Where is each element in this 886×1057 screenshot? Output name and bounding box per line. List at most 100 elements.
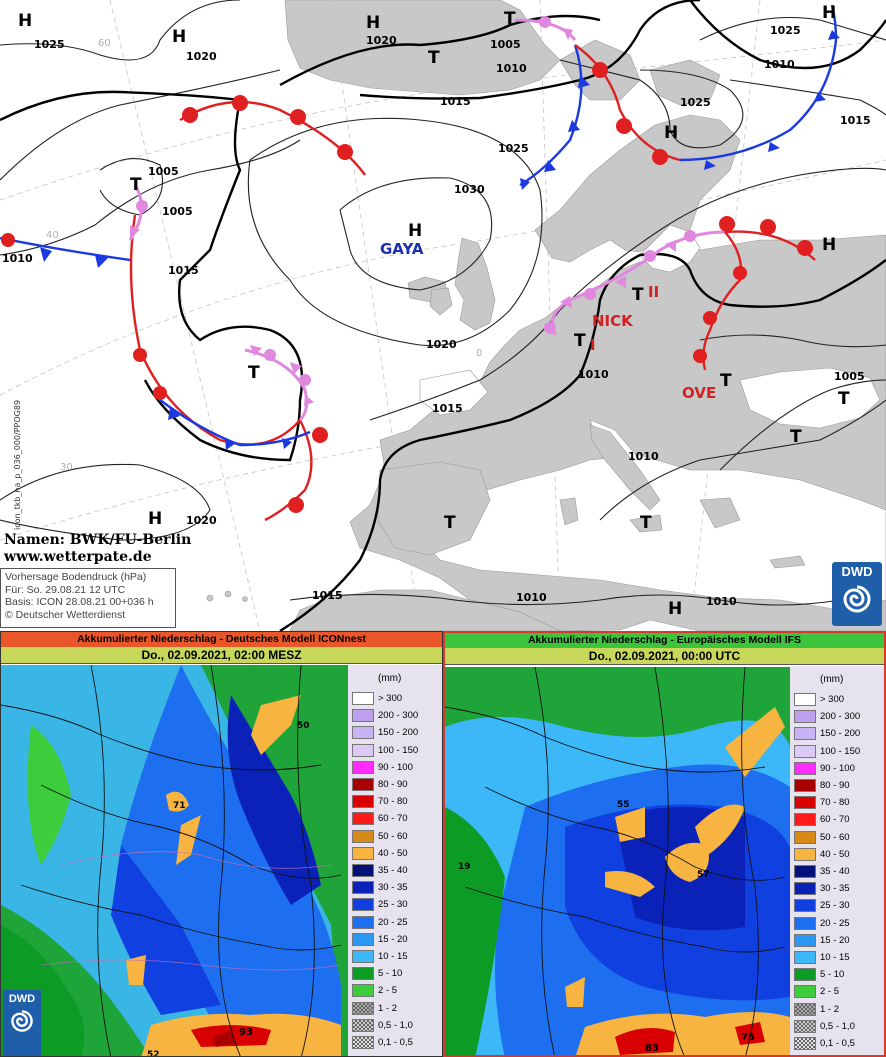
- high-pressure-marker: H: [366, 13, 380, 33]
- legend-item: 0,5 - 1,0: [794, 1019, 884, 1035]
- isobar-value-label: 1005: [162, 205, 193, 218]
- legend-item: 70 - 80: [794, 795, 884, 811]
- legend-swatch: [352, 915, 374, 929]
- legend-swatch: [352, 1036, 374, 1049]
- inland-seas: [419, 224, 886, 611]
- legend-item: 30 - 35: [794, 881, 884, 897]
- legend-label: > 300: [820, 694, 845, 705]
- legend-label: 40 - 50: [820, 848, 850, 860]
- low-pressure-marker: T: [504, 9, 516, 29]
- legend-label: 50 - 60: [378, 830, 408, 842]
- legend-swatch: [794, 1019, 816, 1033]
- legend-swatch: [352, 726, 374, 740]
- isobar-value-label: 1005: [834, 370, 865, 383]
- legend-swatch: [352, 932, 374, 946]
- isobars: [0, 0, 886, 606]
- legend-item: 20 - 25: [352, 915, 442, 931]
- legend-swatch: [794, 865, 816, 878]
- legend-label: 0,1 - 0,5: [378, 1037, 413, 1048]
- system-name-label: I: [590, 336, 596, 354]
- cold-front-south: [159, 399, 311, 447]
- legend-label: 30 - 35: [820, 883, 850, 895]
- legend-label: 1 - 2: [820, 1003, 840, 1015]
- legend-label: 100 - 150: [820, 745, 861, 757]
- legend-label: 10 - 15: [378, 951, 408, 962]
- legend-label: 20 - 25: [820, 917, 850, 929]
- legend-label: 150 - 200: [378, 727, 419, 739]
- legend-swatch: [352, 743, 374, 757]
- legend-item: 15 - 20: [794, 933, 884, 949]
- legend-label: > 300: [378, 693, 403, 704]
- legend-swatch: [794, 916, 816, 930]
- legend-item: 40 - 50: [794, 847, 884, 863]
- legend-swatch: [352, 1001, 374, 1015]
- legend-swatch: [794, 830, 816, 844]
- front-symbols: [1, 62, 813, 513]
- legend-swatch: [352, 795, 374, 809]
- legend-item: 90 - 100: [794, 761, 884, 777]
- occluded-symbols: [130, 16, 696, 406]
- legend-item: 30 - 35: [352, 880, 442, 896]
- info-valid: Für: So. 29.08.21 12 UTC: [5, 583, 126, 596]
- isobar-value-label: 1010: [2, 252, 33, 265]
- high-pressure-marker: H: [664, 123, 678, 143]
- legend-item: 2 - 5: [794, 984, 884, 1000]
- legend-label: 200 - 300: [378, 710, 419, 722]
- isobar-value-label: 1025: [498, 142, 529, 155]
- legend-label: 10 - 15: [820, 952, 850, 963]
- legend-label: 40 - 50: [378, 847, 408, 859]
- max-value-label: 83: [645, 1043, 659, 1054]
- isobar-value-label: 1025: [770, 24, 801, 37]
- swirl-icon: [843, 585, 871, 613]
- isobar-value-label: 1020: [366, 34, 397, 47]
- precipitation-panel-ifs: Akkumulierter Niederschlag - Europäische…: [443, 631, 886, 1057]
- low-pressure-marker: T: [428, 48, 440, 68]
- legend-label: 20 - 25: [378, 916, 408, 928]
- cold-front-ove: [702, 231, 743, 371]
- isobar-value-label: 1025: [680, 96, 711, 109]
- legend-item: 90 - 100: [352, 760, 442, 776]
- legend-label: 70 - 80: [378, 796, 408, 808]
- legend-swatch: [352, 1018, 374, 1032]
- legend-swatch: [352, 898, 374, 912]
- legend-item: 25 - 30: [794, 898, 884, 914]
- legend-swatch: [794, 693, 816, 706]
- legend-label: 60 - 70: [820, 814, 850, 826]
- legend-label: 1 - 2: [378, 1002, 398, 1014]
- isobar-value-label: 1015: [440, 95, 471, 108]
- legend-label: 2 - 5: [378, 985, 398, 997]
- isobar-value-label: 1030: [454, 183, 485, 196]
- legend-label: 30 - 35: [378, 882, 408, 894]
- legend-swatch: [794, 899, 816, 913]
- legend-swatch: [352, 846, 374, 860]
- low-pressure-marker: T: [790, 427, 802, 447]
- low-pressure-marker: T: [130, 175, 142, 195]
- precipitation-panel-icon: Akkumulierter Niederschlag - Deutsches M…: [0, 631, 443, 1057]
- isobar-value-label: 1020: [186, 514, 217, 527]
- max-value-label: 19: [458, 862, 471, 872]
- legend-swatch: [794, 796, 816, 810]
- legend-item: 25 - 30: [352, 897, 442, 913]
- isobar-labels: 1025 1020 1020 1005 1010 1015 1005 1025 1025 1005…: [2, 24, 871, 608]
- legend-item: 1 - 2: [352, 1001, 442, 1017]
- legend-item: > 300: [794, 692, 884, 708]
- legend-item: 1 - 2: [794, 1002, 884, 1018]
- high-pressure-marker: H: [148, 509, 162, 529]
- legend-item: 150 - 200: [794, 726, 884, 742]
- legend-label: 0,1 - 0,5: [820, 1038, 855, 1049]
- occlusion-greenland: [514, 18, 577, 41]
- isobar-value-label: 1015: [312, 589, 343, 602]
- legend-unit: (mm): [378, 673, 402, 684]
- isobar-value-label: 1005: [490, 38, 521, 51]
- legend-item: 35 - 40: [352, 863, 442, 879]
- legend-unit: (mm): [820, 674, 844, 685]
- legend-item: 200 - 300: [352, 708, 442, 724]
- legend-swatch: [794, 985, 816, 999]
- credits-website[interactable]: www.wetterpate.de: [4, 549, 152, 565]
- legend-label: 0,5 - 1,0: [378, 1019, 413, 1031]
- system-name-label: GAYA: [380, 240, 424, 258]
- swirl-icon: [11, 1010, 33, 1032]
- isobar-value-label: 1020: [186, 50, 217, 63]
- isobar-value-label: 1025: [34, 38, 65, 51]
